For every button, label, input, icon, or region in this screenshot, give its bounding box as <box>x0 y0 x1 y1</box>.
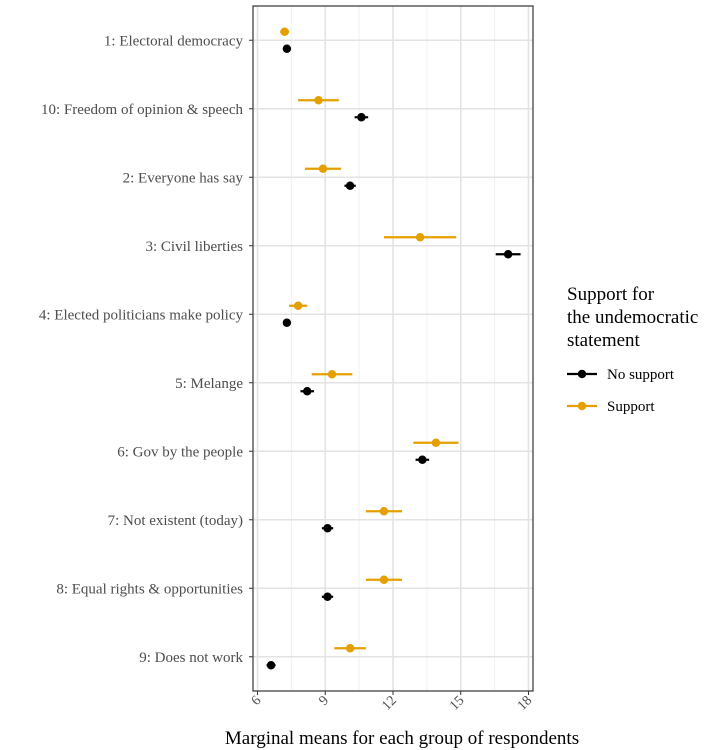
point-support <box>345 644 355 653</box>
point-no-support <box>345 181 355 190</box>
legend-label: Support <box>607 399 655 415</box>
legend-title: Support for the undemocratic statement <box>567 284 698 351</box>
point-support <box>327 370 337 379</box>
legend: Support for the undemocratic statement No s… <box>567 284 698 415</box>
category-label: 6: Gov by the people <box>117 444 243 460</box>
point-support <box>318 164 328 173</box>
legend-key-point <box>577 369 587 379</box>
data-marks <box>266 27 521 670</box>
y-axis: 1: Electoral democracy 10: Freedom of opi… <box>39 33 253 666</box>
category-label: 5: Melange <box>175 376 243 392</box>
point-no-support <box>282 318 292 327</box>
legend-item: Support <box>567 399 655 415</box>
legend-item: No support <box>567 367 675 383</box>
point-support <box>415 233 425 242</box>
legend-title-line: statement <box>567 330 641 351</box>
point-no-support <box>323 524 332 533</box>
point-no-support <box>357 113 366 122</box>
x-axis-title: Marginal means for each group of respond… <box>225 728 579 749</box>
point-support <box>379 575 389 584</box>
minor-gridlines <box>290 6 496 691</box>
series-no-support <box>266 44 521 670</box>
category-label: 9: Does not work <box>139 650 243 666</box>
category-label: 7: Not existent (today) <box>108 513 243 529</box>
category-label: 3: Civil liberties <box>146 239 244 255</box>
legend-label: No support <box>607 367 675 383</box>
point-no-support <box>282 44 292 53</box>
legend-key-point <box>577 401 587 411</box>
category-label: 1: Electoral democracy <box>104 33 244 49</box>
point-support <box>293 301 303 310</box>
point-support <box>431 438 441 447</box>
point-no-support <box>323 592 332 601</box>
point-no-support <box>418 455 427 464</box>
category-label: 10: Freedom of opinion & speech <box>41 102 244 118</box>
point-no-support <box>266 661 276 670</box>
point-support <box>280 27 289 36</box>
point-support <box>379 507 389 516</box>
legend-title-line: the undemocratic <box>567 307 698 328</box>
legend-title-line: Support for <box>567 284 655 305</box>
category-label: 8: Equal rights & opportunities <box>56 581 243 597</box>
point-support <box>314 96 323 105</box>
category-label: 2: Everyone has say <box>123 170 244 186</box>
point-no-support <box>503 250 513 259</box>
series-support <box>280 27 459 653</box>
category-label: 4: Elected politicians make policy <box>39 307 244 323</box>
point-no-support <box>302 387 312 396</box>
major-gridlines <box>253 6 533 691</box>
